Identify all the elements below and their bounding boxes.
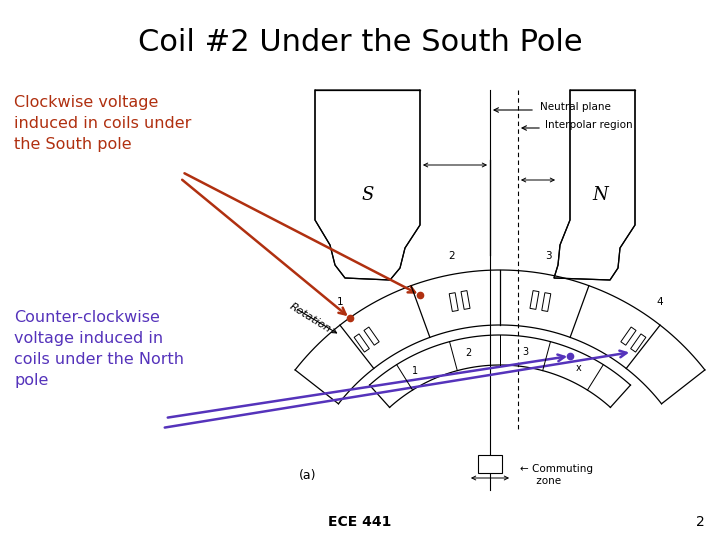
Text: Coil #2 Under the South Pole: Coil #2 Under the South Pole: [138, 28, 582, 57]
Polygon shape: [541, 293, 551, 312]
Text: 2: 2: [466, 348, 472, 357]
Text: Counter-clockwise
voltage induced in
coils under the North
pole: Counter-clockwise voltage induced in coi…: [14, 310, 184, 388]
Polygon shape: [354, 334, 369, 352]
Polygon shape: [315, 90, 420, 280]
Text: 4: 4: [656, 298, 663, 307]
Polygon shape: [461, 291, 470, 309]
Text: Neutral plane: Neutral plane: [540, 102, 611, 112]
Text: Rotation: Rotation: [287, 301, 333, 335]
Polygon shape: [554, 90, 635, 280]
Text: ECE 441: ECE 441: [328, 515, 392, 529]
Text: S: S: [362, 186, 374, 204]
Polygon shape: [364, 327, 379, 345]
Text: 3: 3: [545, 251, 552, 261]
Text: 1: 1: [413, 366, 418, 376]
Text: 3: 3: [522, 347, 528, 357]
Bar: [478, 455, 502, 473]
Text: 2: 2: [696, 515, 704, 529]
Polygon shape: [631, 334, 646, 352]
Text: 1: 1: [337, 298, 344, 307]
Text: N: N: [592, 186, 608, 204]
Text: ← Commuting
     zone: ← Commuting zone: [520, 464, 593, 486]
Text: (a): (a): [300, 469, 317, 482]
Text: Interpolar region: Interpolar region: [545, 120, 633, 130]
Polygon shape: [530, 291, 539, 309]
Polygon shape: [449, 293, 458, 312]
Polygon shape: [621, 327, 636, 345]
Text: x: x: [576, 363, 582, 373]
Text: Clockwise voltage
induced in coils under
the South pole: Clockwise voltage induced in coils under…: [14, 95, 192, 152]
Text: 2: 2: [449, 251, 455, 261]
